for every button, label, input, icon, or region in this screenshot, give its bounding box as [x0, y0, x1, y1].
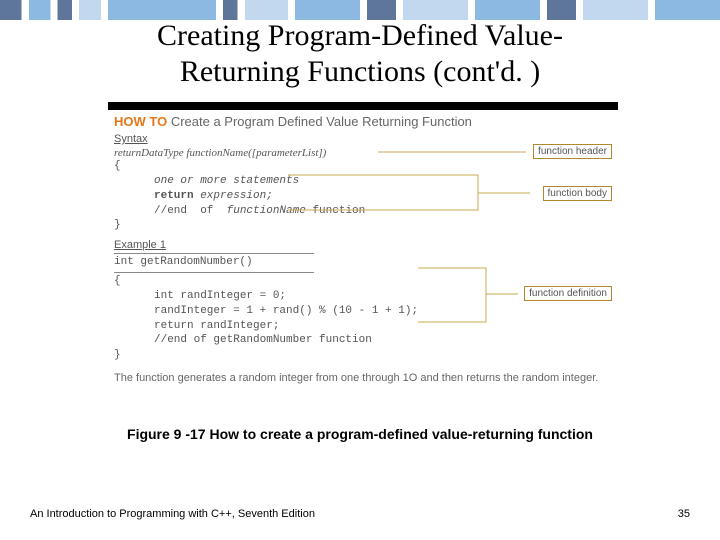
- example-rule: [114, 253, 314, 254]
- return-expression: expression;: [194, 190, 273, 202]
- example-label: Example 1: [114, 239, 612, 251]
- figure-description: The function generates a random integer …: [114, 371, 612, 385]
- howto-label: HOW TO: [114, 114, 167, 129]
- howto-text: Create a Program Defined Value Returning…: [171, 114, 472, 129]
- callout-function-definition: function definition: [524, 286, 612, 301]
- figure-caption: Figure 9 -17 How to create a program-def…: [0, 426, 720, 442]
- figure-header-bar: [108, 102, 618, 110]
- example-signature: int getRandomNumber(): [114, 255, 612, 270]
- title-line2: Returning Functions (cont'd. ): [180, 55, 540, 88]
- syntax-body-stmt: one or more statements: [114, 174, 612, 189]
- howto-line: HOW TO Create a Program Defined Value Re…: [114, 114, 612, 129]
- example-brace-close: }: [114, 348, 612, 363]
- decorative-stripes: [0, 0, 720, 20]
- callout-function-body: function body: [543, 186, 613, 201]
- example-line2: randInteger = 1 + rand() % (10 - 1 + 1);: [114, 304, 612, 319]
- example-line4: //end of getRandomNumber function: [114, 333, 612, 348]
- syntax-brace-close: }: [114, 218, 612, 233]
- title-line1: Creating Program-Defined Value-: [157, 19, 563, 52]
- figure-inner: HOW TO Create a Program Defined Value Re…: [108, 110, 618, 389]
- syntax-brace-open: {: [114, 159, 612, 174]
- syntax-end-comment: //end of functionName function: [114, 204, 612, 219]
- example-line3: return randInteger;: [114, 319, 612, 334]
- page-number: 35: [678, 508, 690, 520]
- slide-title: Creating Program-Defined Value- Returnin…: [0, 18, 720, 90]
- callout-function-header: function header: [533, 144, 612, 159]
- return-keyword: return: [154, 190, 194, 202]
- syntax-body-return: return expression;: [114, 189, 612, 204]
- footer-book-title: An Introduction to Programming with C++,…: [30, 508, 315, 520]
- figure-box: HOW TO Create a Program Defined Value Re…: [108, 102, 618, 404]
- example-rule-2: [114, 272, 314, 273]
